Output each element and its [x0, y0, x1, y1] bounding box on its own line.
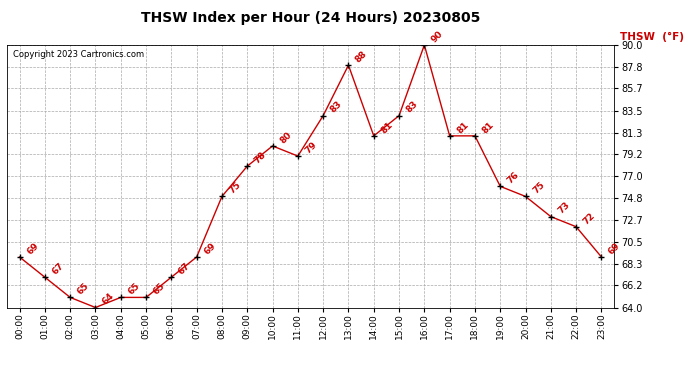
Text: 65: 65 [76, 281, 91, 297]
Text: 72: 72 [582, 211, 597, 226]
Text: 83: 83 [328, 100, 344, 115]
Text: 81: 81 [380, 120, 395, 135]
Text: 88: 88 [354, 49, 369, 64]
Text: 69: 69 [607, 241, 622, 256]
Text: 67: 67 [177, 261, 193, 276]
Text: 80: 80 [278, 130, 293, 145]
Text: 75: 75 [531, 180, 546, 196]
Text: 65: 65 [152, 281, 167, 297]
Text: Copyright 2023 Cartronics.com: Copyright 2023 Cartronics.com [13, 50, 144, 59]
Text: 73: 73 [556, 201, 572, 216]
Text: THSW  (°F): THSW (°F) [620, 32, 684, 42]
Text: 65: 65 [126, 281, 141, 297]
Text: 83: 83 [404, 100, 420, 115]
Text: 75: 75 [228, 180, 243, 196]
Text: 76: 76 [506, 170, 521, 186]
Text: 69: 69 [202, 241, 217, 256]
Text: THSW Index per Hour (24 Hours) 20230805: THSW Index per Hour (24 Hours) 20230805 [141, 11, 480, 25]
Text: 79: 79 [304, 140, 319, 155]
Text: 81: 81 [455, 120, 471, 135]
Text: 81: 81 [480, 120, 495, 135]
Text: 78: 78 [253, 150, 268, 165]
Text: 67: 67 [50, 261, 66, 276]
Text: 69: 69 [25, 241, 41, 256]
Text: 64: 64 [101, 291, 117, 307]
Text: 90: 90 [430, 29, 445, 44]
